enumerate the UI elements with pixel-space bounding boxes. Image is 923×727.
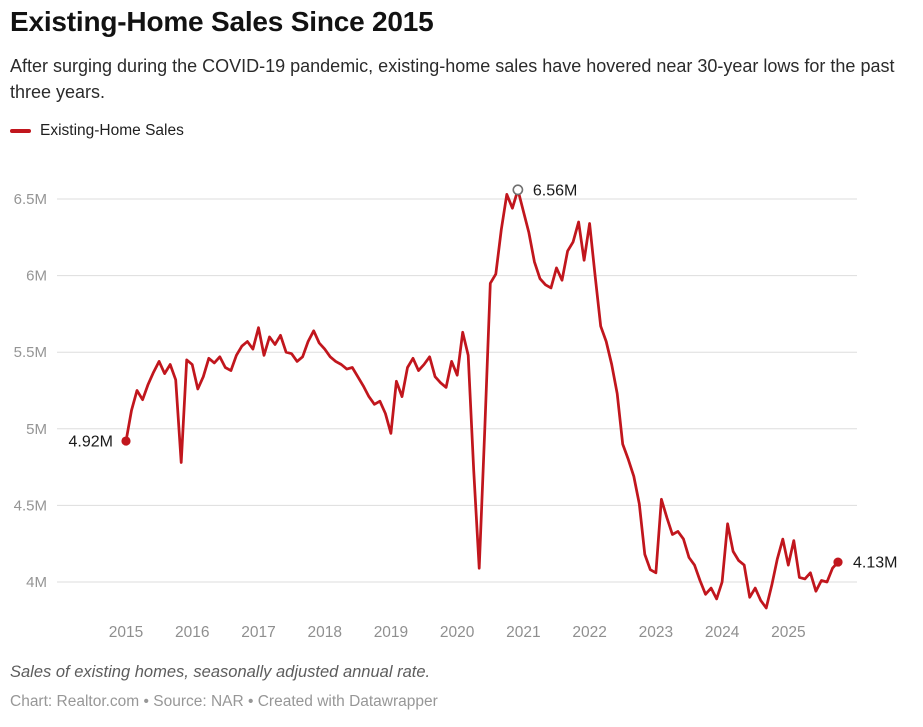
legend-line-swatch (10, 129, 31, 133)
sales-line (124, 188, 840, 610)
peak-point-marker (512, 184, 524, 196)
end-point-label: 4.13M (853, 555, 897, 572)
start-point-label: 4.92M (69, 434, 113, 451)
x-axis-label: 2020 (440, 624, 475, 641)
peak-point-label: 6.56M (533, 182, 577, 199)
x-axis-label: 2024 (705, 624, 740, 641)
legend-item-label: Existing-Home Sales (40, 122, 184, 139)
x-axis-label: 2019 (374, 624, 408, 641)
legend: Existing-Home Sales (10, 122, 184, 140)
x-axis-label: 2016 (175, 624, 209, 641)
footnote: Sales of existing homes, seasonally adju… (10, 663, 431, 681)
chart-subtitle: After surging during the COVID-19 pandem… (10, 56, 895, 102)
y-axis-label: 6.5M (14, 191, 47, 208)
x-axis-label: 2021 (506, 624, 540, 641)
y-axis-label: 6M (26, 268, 47, 285)
x-axis-label: 2025 (771, 624, 805, 641)
credit-line: Chart: Realtor.com • Source: NAR • Creat… (10, 693, 438, 710)
x-axis-label: 2022 (572, 624, 606, 641)
x-axis-label: 2018 (307, 624, 341, 641)
y-axis-label: 5.5M (14, 344, 47, 361)
start-point-marker (121, 436, 131, 446)
x-axis-label: 2015 (109, 624, 143, 641)
y-axis-label: 5M (26, 421, 47, 438)
chart-title: Existing-Home Sales Since 2015 (10, 6, 434, 37)
y-axis-label: 4M (26, 574, 47, 591)
end-point-marker (833, 557, 843, 567)
y-axis-label: 4.5M (14, 497, 47, 514)
x-axis-label: 2017 (241, 624, 275, 641)
x-axis-label: 2023 (639, 624, 673, 641)
